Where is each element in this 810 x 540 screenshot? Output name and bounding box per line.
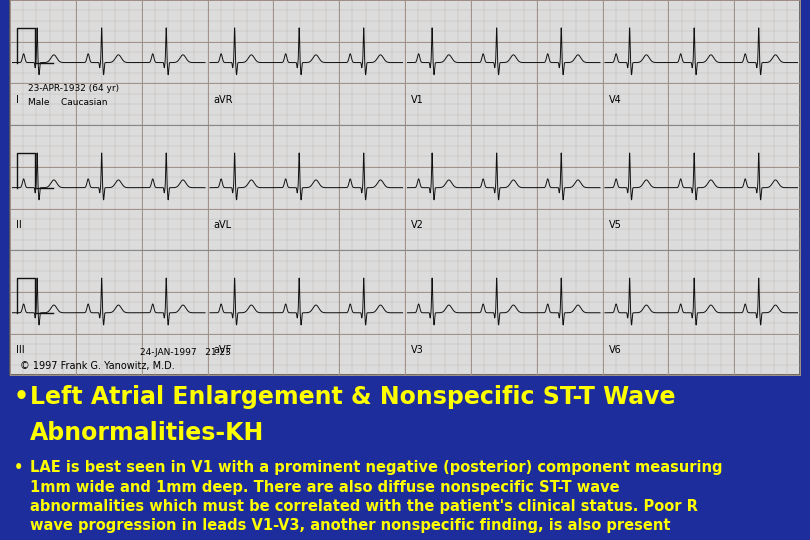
Text: 1mm wide and 1mm deep. There are also diffuse nonspecific ST-T wave: 1mm wide and 1mm deep. There are also di…: [30, 480, 620, 495]
Text: V5: V5: [608, 220, 621, 230]
Text: II: II: [16, 220, 22, 230]
Text: V1: V1: [411, 95, 424, 105]
Text: V3: V3: [411, 345, 424, 355]
Text: 23-APR-1932 (64 yr): 23-APR-1932 (64 yr): [28, 84, 119, 93]
Text: V4: V4: [608, 95, 621, 105]
Text: LAE is best seen in V1 with a prominent negative (posterior) component measuring: LAE is best seen in V1 with a prominent …: [30, 460, 723, 475]
Text: aVR: aVR: [214, 95, 233, 105]
Text: Male    Caucasian: Male Caucasian: [28, 98, 108, 107]
Text: Left Atrial Enlargement & Nonspecific ST-T Wave: Left Atrial Enlargement & Nonspecific ST…: [30, 386, 676, 409]
Text: © 1997 Frank G. Yanowitz, M.D.: © 1997 Frank G. Yanowitz, M.D.: [20, 361, 175, 372]
Text: wave progression in leads V1-V3, another nonspecific finding, is also present: wave progression in leads V1-V3, another…: [30, 518, 671, 534]
Text: •: •: [14, 460, 23, 475]
Text: •: •: [14, 386, 29, 409]
Text: aVF: aVF: [214, 345, 232, 355]
Text: Abnormalities-KH: Abnormalities-KH: [30, 421, 264, 445]
Text: 24-JAN-1997   21:23: 24-JAN-1997 21:23: [140, 348, 231, 357]
Text: abnormalities which must be correlated with the patient's clinical status. Poor : abnormalities which must be correlated w…: [30, 499, 698, 514]
Text: V2: V2: [411, 220, 424, 230]
Bar: [10, 0, 800, 375]
Text: aVL: aVL: [214, 220, 232, 230]
Text: V6: V6: [608, 345, 621, 355]
Text: III: III: [16, 345, 24, 355]
Text: I: I: [16, 95, 19, 105]
